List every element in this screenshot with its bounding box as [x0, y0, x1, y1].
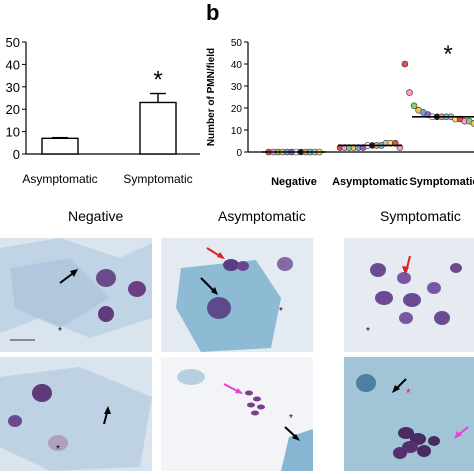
- panel-letter-b: b: [206, 0, 220, 25]
- micrograph-negative-1: *: [0, 238, 152, 352]
- y-tick-label: 10: [231, 126, 243, 137]
- y-tick-label: 10: [6, 125, 20, 140]
- y-axis-label: Number of PMN/field: [206, 48, 217, 146]
- y-tick-label: 50: [6, 35, 20, 50]
- data-point: [401, 60, 409, 68]
- category-label: Symptomatic: [409, 176, 474, 188]
- y-tick-label: 0: [13, 147, 20, 162]
- micrograph-asymptomatic-1: *: [161, 238, 313, 352]
- category-label: Symptomatic: [123, 172, 192, 186]
- data-point: [410, 102, 418, 110]
- y-tick-label: 20: [231, 104, 243, 115]
- category-label: Asymptomatic: [22, 172, 97, 186]
- y-tick-label: 50: [231, 38, 243, 49]
- category-label: Negative: [271, 176, 317, 188]
- y-tick-label: 40: [6, 57, 20, 72]
- data-point: [406, 89, 413, 96]
- svg-text:*: *: [406, 386, 411, 400]
- micrograph-header-negative: Negative: [68, 208, 124, 224]
- micrograph-asymptomatic-2: *: [161, 357, 313, 471]
- svg-text:*: *: [366, 326, 370, 337]
- bar: [41, 137, 79, 155]
- y-tick-label: 0: [236, 148, 242, 159]
- svg-text:*: *: [58, 326, 62, 337]
- y-tick-label: 20: [6, 102, 20, 117]
- significance-star: *: [153, 67, 162, 94]
- svg-text:*: *: [56, 444, 60, 455]
- svg-text:*: *: [289, 413, 293, 424]
- micrograph-symptomatic-2: *: [344, 357, 474, 471]
- bar: [139, 101, 177, 155]
- micrograph-header-asymptomatic: Asymptomatic: [218, 208, 306, 224]
- category-label: Asymptomatic: [332, 176, 408, 188]
- micrograph-negative-2: *: [0, 357, 152, 471]
- significance-star: *: [443, 41, 452, 68]
- svg-text:*: *: [279, 306, 283, 317]
- micrograph-header-symptomatic: Symptomatic: [380, 208, 461, 224]
- y-tick-label: 40: [231, 60, 243, 71]
- scatter-chart-panel-b: 50 40 30 20 10 0 Number of PMN/field Negative As…: [206, 38, 474, 188]
- y-tick-label: 30: [231, 82, 243, 93]
- y-tick-label: 30: [6, 80, 20, 95]
- micrograph-symptomatic-1: *: [344, 238, 474, 352]
